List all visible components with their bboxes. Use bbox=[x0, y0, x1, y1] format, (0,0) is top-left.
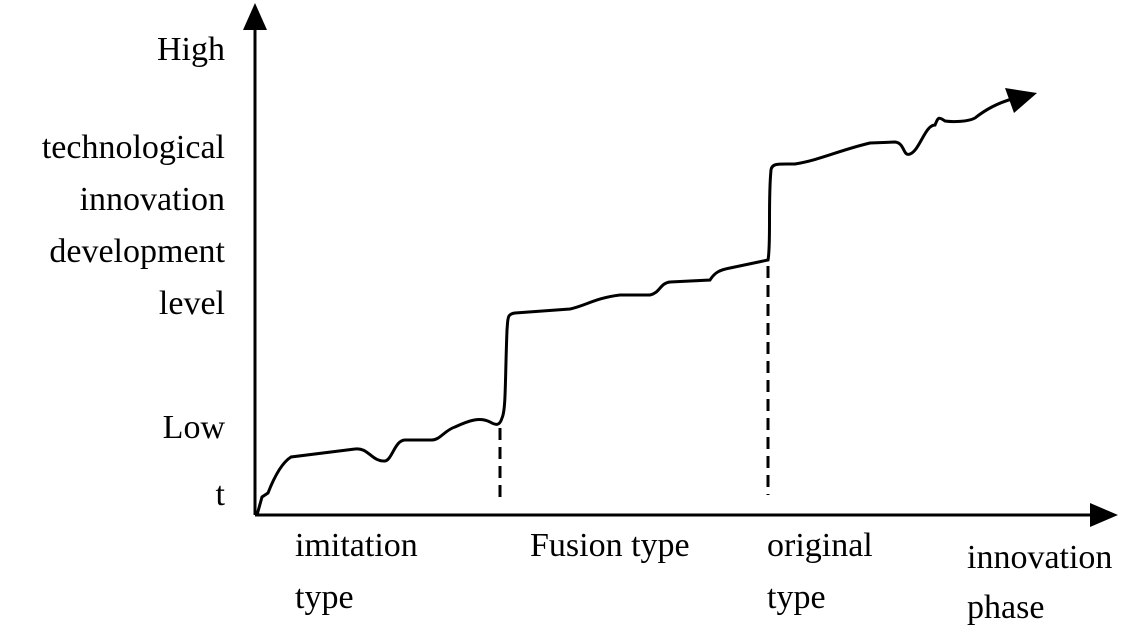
x-labels: imitation type Fusion type original type… bbox=[295, 527, 1112, 626]
x-title: phase bbox=[967, 589, 1044, 626]
y-origin: t bbox=[216, 476, 226, 513]
x-title: innovation bbox=[967, 539, 1112, 576]
x-axis-arrow bbox=[1090, 503, 1118, 527]
y-high: High bbox=[157, 31, 225, 68]
phase-label: Fusion type bbox=[530, 527, 690, 564]
phase-label: type bbox=[295, 579, 354, 616]
curve-arrow bbox=[1005, 88, 1037, 113]
phase-label: type bbox=[767, 579, 826, 616]
development-curve bbox=[255, 97, 1013, 516]
phase-label: original bbox=[767, 527, 873, 564]
phase-label: imitation bbox=[295, 527, 418, 564]
y-axis-arrow bbox=[243, 3, 267, 30]
y-title: innovation bbox=[80, 181, 225, 218]
y-title: technological bbox=[42, 129, 225, 166]
y-low: Low bbox=[163, 409, 226, 446]
y-title: level bbox=[159, 285, 225, 322]
y-labels: High technological innovation developmen… bbox=[42, 31, 226, 513]
axes bbox=[243, 3, 1118, 527]
y-title: development bbox=[49, 233, 225, 270]
